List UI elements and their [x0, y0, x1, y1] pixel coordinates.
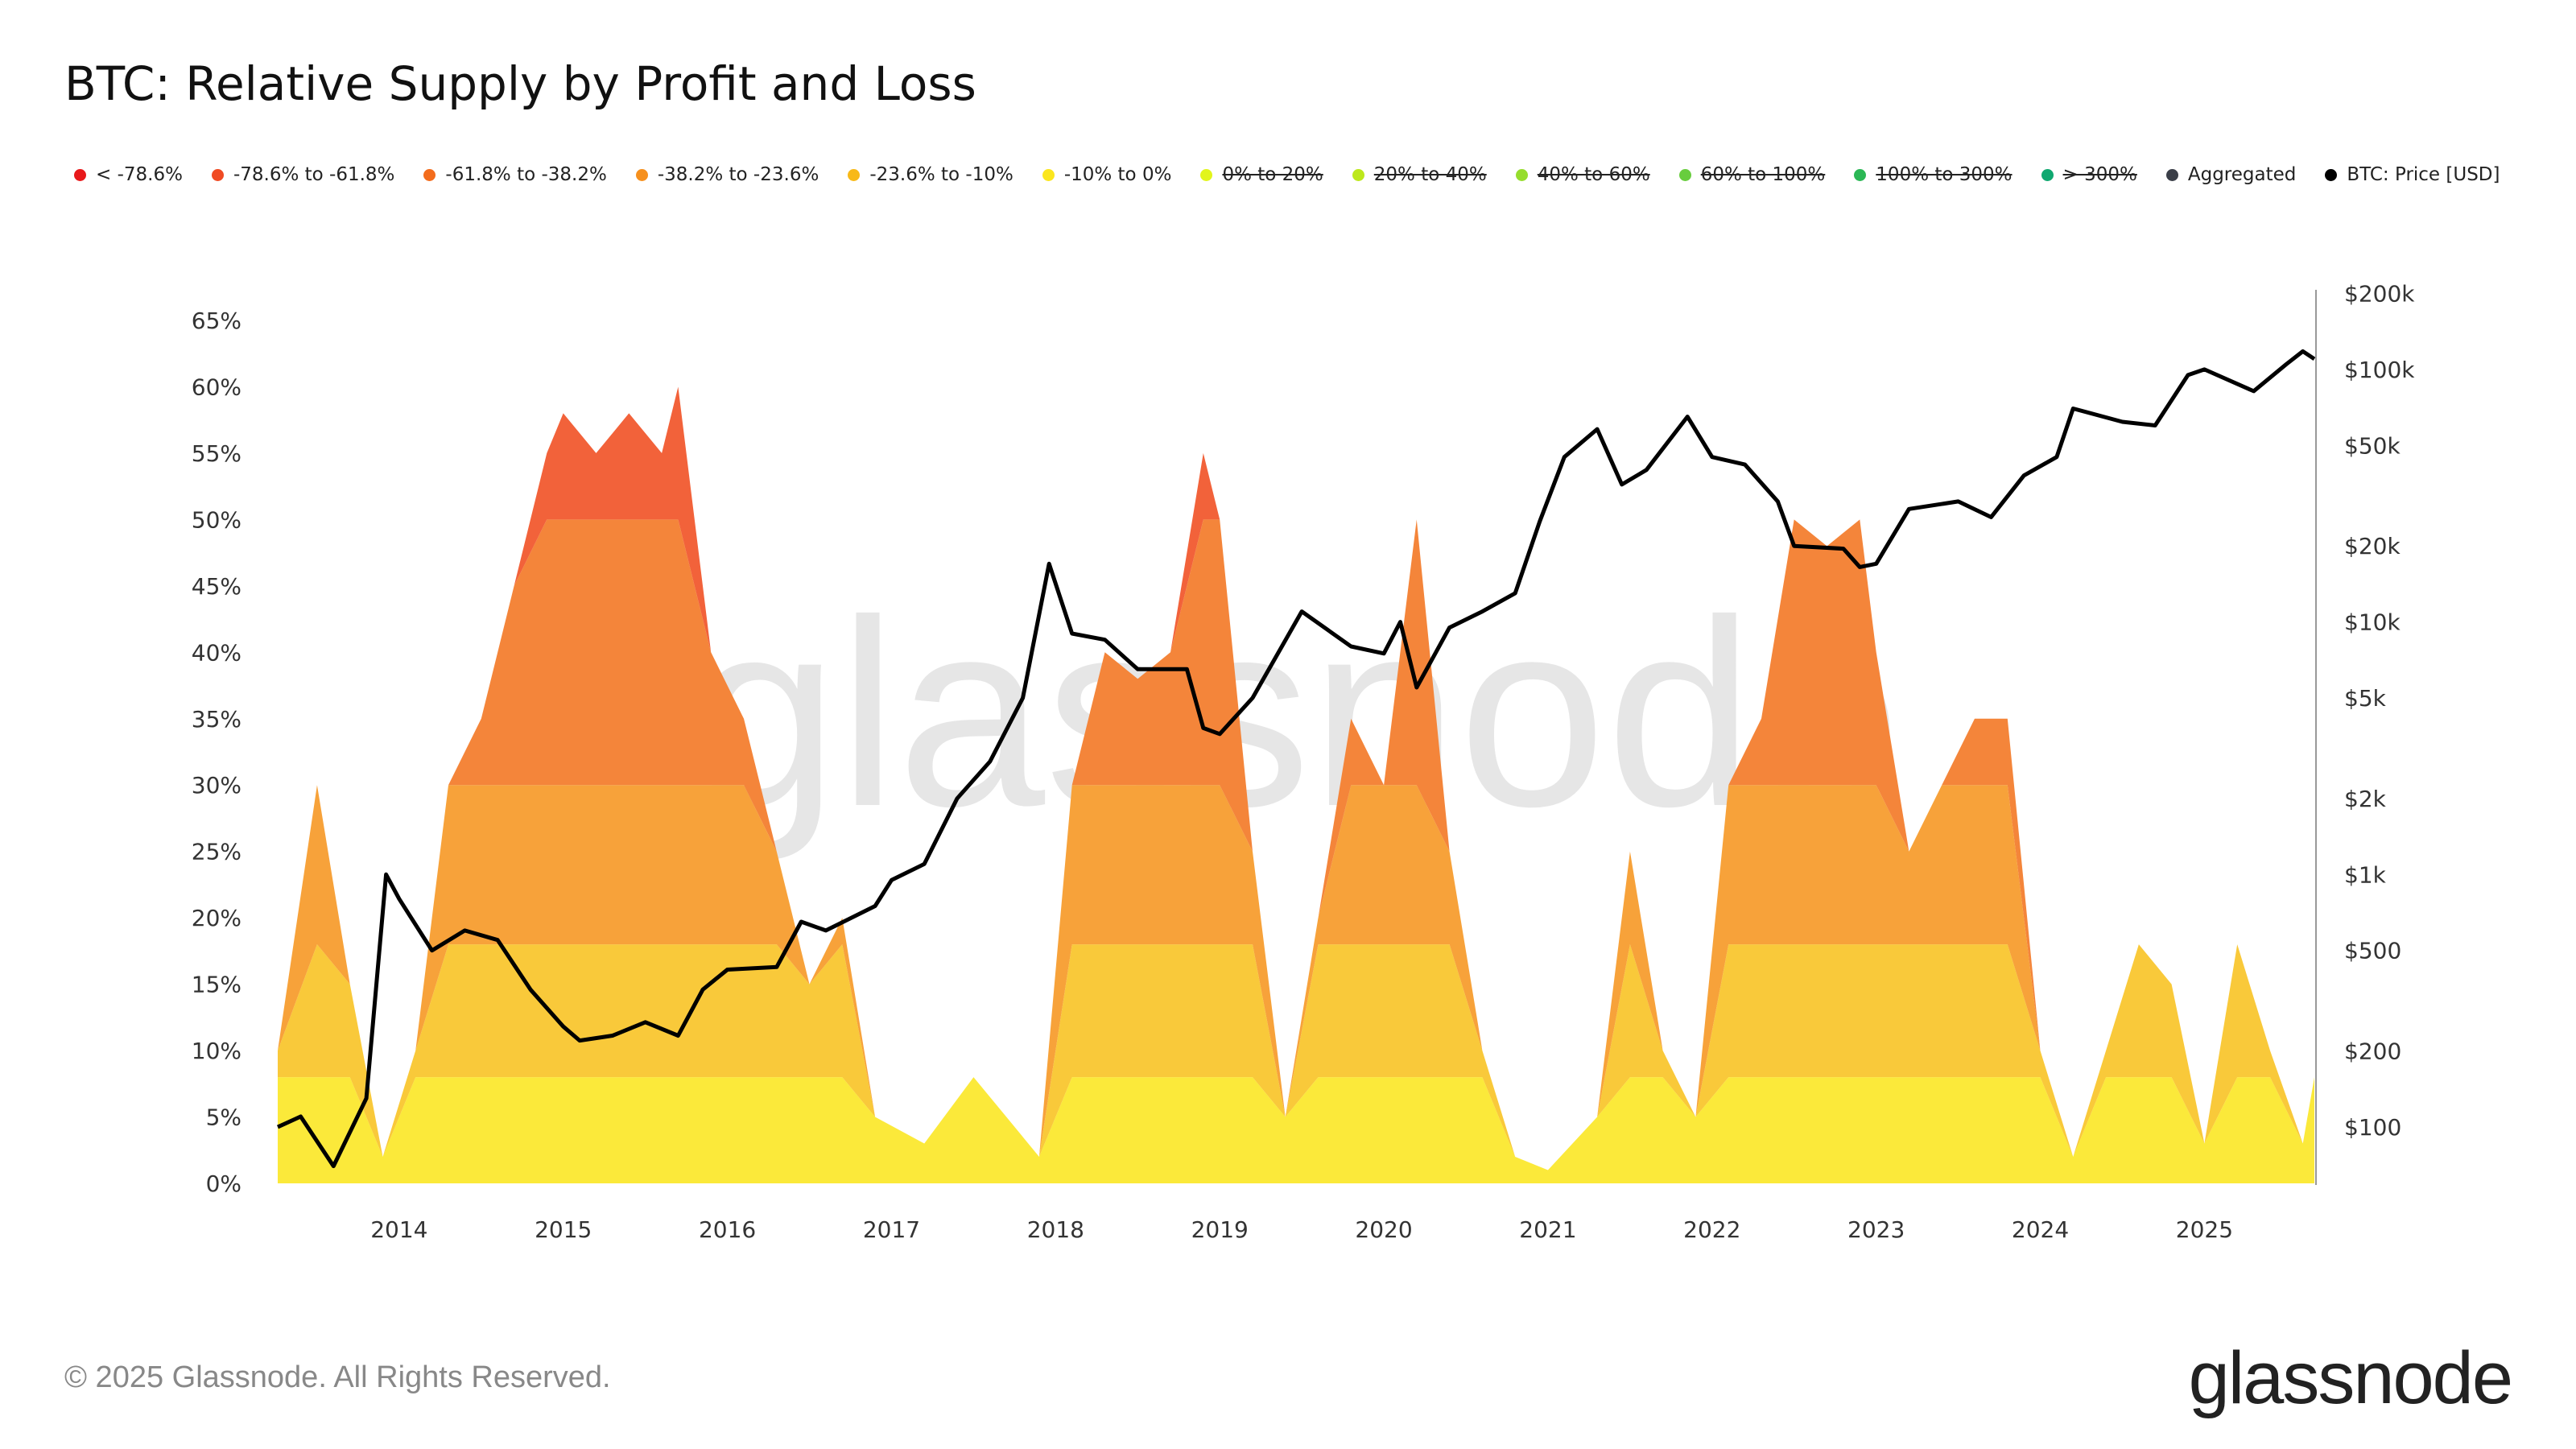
y-left-tick-label: 10% [192, 1038, 242, 1064]
y-left-tick-label: 30% [192, 772, 242, 799]
legend-item[interactable]: 100% to 300% [1854, 164, 2013, 185]
area-2 [278, 785, 2314, 1170]
legend-dot-icon [2041, 168, 2054, 181]
y-left-tick-label: 15% [192, 972, 242, 998]
legend-item[interactable]: -10% to 0% [1042, 164, 1172, 185]
legend-item[interactable]: 20% to 40% [1352, 164, 1487, 185]
y-left-tick-label: 65% [192, 308, 242, 334]
area-0 [278, 1077, 2314, 1183]
legend-label: < -78.6% [96, 164, 183, 185]
axes: 0% 5% 10% 15% 20% 25% 30% 35% 40% 45% 50% 55% 60% 65%… [192, 280, 2415, 1243]
x-tick-label: 2023 [1847, 1216, 1905, 1243]
legend-label: 60% to 100% [1700, 164, 1826, 185]
x-tick-label: 2016 [699, 1216, 756, 1243]
x-tick-label: 2019 [1191, 1216, 1249, 1243]
y-left-tick-label: 55% [192, 440, 242, 467]
legend-item[interactable]: 60% to 100% [1678, 164, 1826, 185]
legend-label: BTC: Price [USD] [2347, 164, 2500, 185]
legend-dot-icon [211, 168, 224, 181]
legend-label: -10% to 0% [1063, 164, 1172, 185]
y-left-tick-label: 50% [192, 506, 242, 533]
y-right-tick-label: $200k [2344, 280, 2415, 307]
watermark: glassnode [691, 564, 1902, 863]
y-left-tick-label: 45% [192, 573, 242, 600]
price-line [276, 349, 2316, 1169]
legend-dot-icon [1678, 168, 1691, 181]
legend-label: > 300% [2062, 164, 2137, 185]
price-series [276, 349, 2316, 1169]
legend-item[interactable]: -61.8% to -38.2% [423, 164, 607, 185]
legend-item[interactable]: -38.2% to -23.6% [635, 164, 819, 185]
y-right-tick-label: $500 [2344, 938, 2401, 964]
legend-item[interactable]: > 300% [2041, 164, 2137, 185]
x-tick-label: 2022 [1683, 1216, 1740, 1243]
area-series [278, 386, 2314, 1183]
y-left-tick-label: 0% [206, 1170, 242, 1197]
legend-label: 0% to 20% [1222, 164, 1323, 185]
legend-dot-icon [1352, 168, 1364, 181]
legend-item[interactable]: BTC: Price [USD] [2325, 164, 2500, 185]
legend-label: -61.8% to -38.2% [445, 164, 607, 185]
x-tick-label: 2018 [1027, 1216, 1084, 1243]
y-left-tick-label: 40% [192, 639, 242, 666]
legend-dot-icon [1854, 168, 1867, 181]
x-tick-label: 2014 [370, 1216, 427, 1243]
y-right-tick-label: $5k [2344, 685, 2387, 712]
y-right-tick-label: $50k [2344, 432, 2401, 459]
copyright: © 2025 Glassnode. All Rights Reserved. [64, 1360, 611, 1394]
legend-item[interactable]: -78.6% to -61.8% [211, 164, 395, 185]
legend-label: -78.6% to -61.8% [233, 164, 395, 185]
y-right-tick-label: $1k [2344, 861, 2387, 888]
x-tick-label: 2025 [2176, 1216, 2233, 1243]
y-left-tick-label: 20% [192, 905, 242, 931]
y-right-tick-label: $10k [2344, 609, 2401, 636]
legend: < -78.6% -78.6% to -61.8% -61.8% to -38.2%… [74, 164, 2529, 185]
y-left-tick-label: 35% [192, 706, 242, 733]
legend-dot-icon [1200, 168, 1213, 181]
legend-label: 20% to 40% [1373, 164, 1487, 185]
glassnode-logo: glassnode [2188, 1337, 2513, 1419]
y-left-tick-label: 60% [192, 374, 242, 400]
legend-dot-icon [423, 168, 436, 181]
legend-item[interactable]: < -78.6% [74, 164, 183, 185]
legend-dot-icon [848, 168, 861, 181]
area-1 [278, 944, 2314, 1170]
legend-label: -38.2% to -23.6% [657, 164, 819, 185]
legend-item[interactable]: Aggregated [2165, 164, 2297, 185]
x-tick-label: 2021 [1519, 1216, 1576, 1243]
y-right-tick-label: $100k [2344, 357, 2415, 383]
x-tick-label: 2024 [2012, 1216, 2069, 1243]
legend-dot-icon [1042, 168, 1055, 181]
y-right-tick-label: $2k [2344, 786, 2387, 812]
area-3 [278, 519, 2314, 1170]
chart-title: BTC: Relative Supply by Profit and Loss [64, 56, 976, 111]
legend-item[interactable]: 40% to 60% [1515, 164, 1650, 185]
legend-label: 100% to 300% [1876, 164, 2013, 185]
y-left-tick-label: 25% [192, 839, 242, 865]
legend-dot-icon [74, 168, 86, 181]
legend-dot-icon [2165, 168, 2178, 181]
legend-item[interactable]: 0% to 20% [1200, 164, 1323, 185]
y-left-tick-label: 5% [206, 1104, 242, 1131]
legend-item[interactable]: -23.6% to -10% [848, 164, 1013, 185]
legend-label: -23.6% to -10% [869, 164, 1013, 185]
legend-label: 40% to 60% [1537, 164, 1650, 185]
x-tick-label: 2020 [1355, 1216, 1412, 1243]
x-tick-label: 2015 [535, 1216, 592, 1243]
y-right-tick-label: $200 [2344, 1038, 2401, 1065]
legend-dot-icon [1515, 168, 1528, 181]
x-tick-label: 2017 [863, 1216, 920, 1243]
legend-dot-icon [635, 168, 648, 181]
y-right-tick-label: $20k [2344, 533, 2401, 559]
y-right-tick-label: $100 [2344, 1114, 2401, 1141]
legend-label: Aggregated [2187, 164, 2297, 185]
legend-dot-icon [2325, 168, 2338, 181]
